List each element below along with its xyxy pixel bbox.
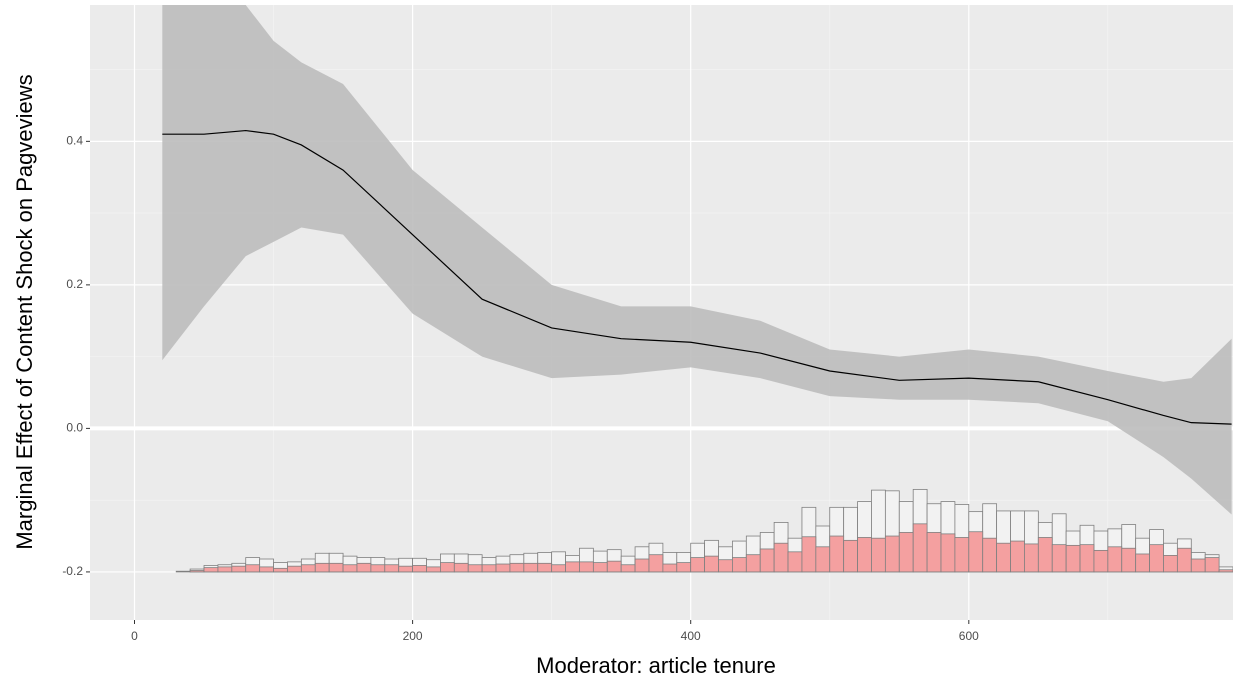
histogram-bar-treated (773, 542, 789, 573)
histogram-bar-treated (1135, 553, 1150, 573)
histogram-bar-treated (704, 555, 719, 573)
histogram-bar-treated (1093, 549, 1109, 573)
histogram-bar-treated (606, 560, 622, 573)
histogram-bar-treated (245, 564, 261, 573)
histogram-bar-treated (829, 535, 845, 573)
x-tick-label: 400 (681, 629, 701, 643)
histogram-bar-treated (884, 535, 900, 573)
y-axis-title: Marginal Effect of Content Shock on Pagv… (12, 74, 37, 549)
histogram-bar-treated (273, 567, 288, 573)
histogram-bar-treated (1051, 544, 1067, 573)
histogram-bar-treated (1176, 547, 1192, 573)
histogram-bar-treated (1121, 547, 1137, 573)
histogram-bar-treated (968, 531, 984, 573)
histogram-bar-treated (857, 537, 872, 573)
histogram-bar-treated (523, 562, 539, 573)
histogram-bar-treated (259, 566, 274, 573)
histogram-bar-treated (787, 551, 803, 573)
histogram-bar-treated (634, 558, 650, 573)
effect-line (162, 129, 1232, 425)
histogram-bar-treated (287, 565, 302, 573)
histogram-bar-treated (467, 564, 483, 573)
histogram-bar-treated (801, 536, 817, 573)
histogram-bar-treated (1037, 537, 1053, 573)
histogram-bar-treated (676, 562, 692, 573)
histogram-bar-treated (300, 564, 316, 573)
histogram-bar-treated (940, 533, 956, 573)
histogram-bar-treated (440, 562, 455, 573)
x-tick-label: 200 (403, 629, 423, 643)
histogram-bar-total (175, 570, 191, 573)
confidence-band (162, 5, 1232, 515)
histogram-bar-treated (996, 542, 1011, 573)
histogram-bar-treated (509, 562, 525, 573)
y-tick-label: 0.4 (66, 134, 83, 148)
histogram-bar-treated (1065, 544, 1081, 573)
histogram-bar-treated (898, 532, 914, 573)
histogram-bar-treated (982, 537, 998, 573)
histogram-bar-treated (1024, 543, 1039, 573)
histogram-bar-treated (1079, 544, 1095, 573)
histogram-bar-treated (1204, 557, 1220, 573)
histogram-bar-treated (579, 561, 594, 573)
histogram-bar-treated (759, 548, 775, 573)
y-tick-label: 0.0 (66, 421, 83, 435)
histogram-bar-treated (495, 563, 511, 573)
histogram-bar-treated (231, 565, 247, 573)
histogram-bar-treated (217, 566, 233, 573)
histogram-bar-treated (453, 562, 469, 573)
y-tick-label: -0.2 (62, 564, 83, 578)
histogram-bar-treated (662, 563, 678, 573)
histogram-bar-treated (1163, 555, 1178, 573)
histogram-bar-treated (843, 539, 858, 573)
histogram-bar-treated (1107, 546, 1123, 573)
histogram-bar-treated (370, 564, 386, 573)
histogram-bar-treated (398, 565, 413, 573)
histogram-bar-treated (203, 567, 219, 573)
histogram-bar-treated (1149, 544, 1164, 573)
histogram-bar-treated (537, 562, 553, 573)
histogram-bar-treated (732, 557, 747, 573)
histogram-bar-treated (815, 546, 831, 573)
x-tick-label: 0 (131, 629, 138, 643)
histogram-bar-treated (745, 554, 761, 573)
histogram-bar-treated (648, 554, 664, 573)
histogram-bar-treated (1010, 540, 1025, 573)
histogram-bar-treated (384, 564, 400, 573)
x-axis-title: Moderator: article tenure (536, 653, 776, 678)
x-tick-label: 600 (959, 629, 979, 643)
histogram-bar-treated (189, 570, 205, 573)
histogram-bar-treated (912, 523, 928, 573)
histogram-bar-treated (954, 537, 970, 573)
histogram-bar-treated (426, 566, 441, 573)
histogram-bar-treated (926, 532, 942, 573)
histogram-bar-treated (565, 561, 580, 573)
plot-area (90, 5, 1233, 620)
histogram-bar-treated (871, 537, 886, 573)
histogram-bar-treated (412, 565, 427, 573)
histogram-bar-treated (1190, 558, 1206, 573)
histogram-bar-treated (1218, 569, 1233, 573)
histogram-bar-treated (620, 564, 636, 573)
histogram-bar-treated (342, 564, 358, 573)
y-tick-label: 0.2 (66, 277, 83, 291)
histogram-bar-treated (551, 564, 566, 573)
histogram-bar-treated (314, 562, 330, 573)
histogram-bar-treated (328, 562, 344, 573)
histogram-bar-treated (356, 562, 372, 573)
histogram-bar-treated (718, 559, 733, 573)
histogram-bar-treated (481, 564, 497, 573)
histogram-bar-treated (690, 557, 706, 573)
histogram-bar-treated (592, 562, 608, 573)
